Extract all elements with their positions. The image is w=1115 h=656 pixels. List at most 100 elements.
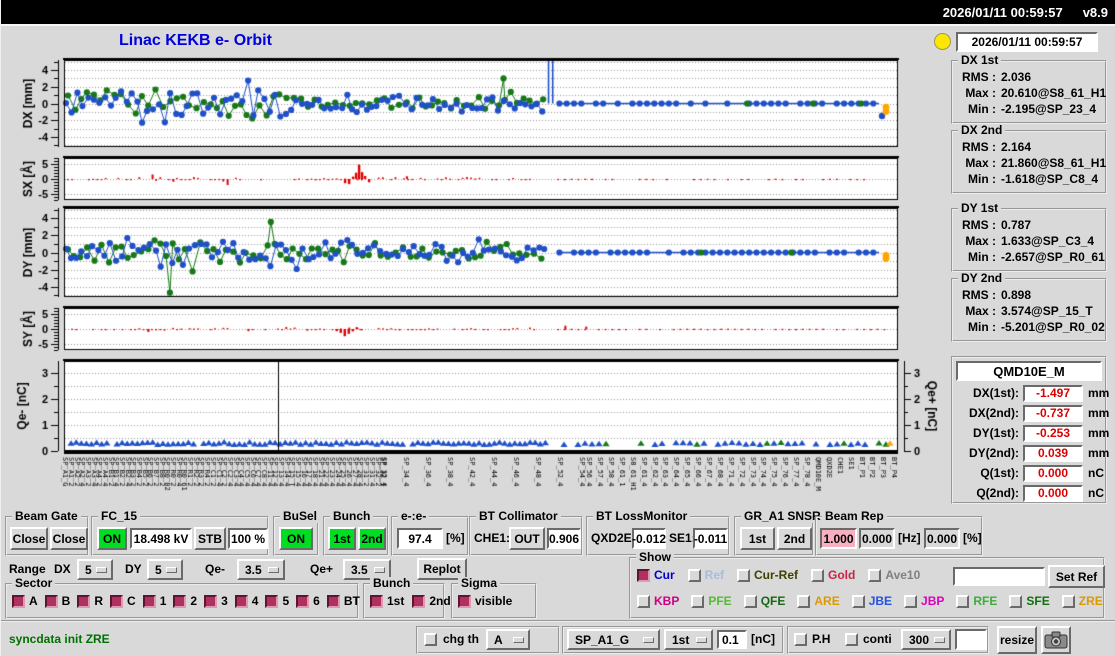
checkbox-label: C [127,594,136,608]
checkbox-6[interactable] [296,594,310,608]
checkbox-visible[interactable] [458,594,471,608]
threshold-entry[interactable] [717,630,747,649]
range-qem-menu[interactable]: 3.5 [237,559,285,580]
checkbox-item-ref: Ref [687,568,724,582]
chg-th-checkbox[interactable] [424,633,437,646]
monitor-row-unit: mm [1088,426,1110,440]
checkbox-bt[interactable] [326,594,340,608]
page-title: Linac KEKB e- Orbit [119,32,272,49]
checkbox-ref[interactable] [687,568,701,582]
replot-button[interactable]: Replot [417,558,467,580]
range-dy-label: DY [125,562,142,576]
monitor-row: Q(1st): 0.000 nC [953,463,1105,483]
blank-entry[interactable] [955,629,987,650]
checkbox-item-cur: Cur [637,568,675,582]
checkbox-zre[interactable] [1061,594,1075,608]
sector-select-menu[interactable]: A [486,629,530,650]
checkbox-label: 5 [282,594,290,608]
checkbox-1st[interactable] [370,594,383,608]
status-bar: syncdata init ZRE chg th A SP_A1_G 1st [… [1,620,1115,656]
gr-snsr-1st-button[interactable]: 1st [740,527,775,550]
stat-row: Max : 21.860@S8_61_H1 [953,155,1106,171]
checkbox-c[interactable] [110,594,124,608]
stat-label: Max : [965,86,996,100]
checkbox-2[interactable] [173,594,187,608]
status-message: syncdata init ZRE [9,632,110,646]
checkbox-ave10[interactable] [868,568,882,582]
monitor-row-label: DX(2nd): [969,406,1019,420]
monitor-row-unit: mm [1088,406,1110,420]
ee-ratio-frame: e-:e- 97.4 [%] [391,510,469,556]
menu-indicator [513,636,524,643]
monitor-row-value: -0.737 [1023,404,1083,422]
monitor-row: DX(2nd): -0.737 mm [953,403,1109,423]
menu-indicator [696,636,707,643]
checkbox-4[interactable] [234,594,248,608]
checkbox-are[interactable] [797,594,811,608]
ph-checkbox[interactable] [794,633,807,646]
che1-out-button[interactable]: OUT [509,527,545,550]
checkbox-a[interactable] [12,594,25,608]
checkbox-1[interactable] [142,594,156,608]
stat-label: Min : [968,250,996,264]
checkbox-jbe[interactable] [851,594,865,608]
bunch-2nd-button[interactable]: 2nd [358,527,386,550]
ee-ratio-unit: [%] [446,531,465,545]
stat-value: 0.898 [1001,288,1032,302]
checkbox-b[interactable] [44,594,58,608]
stat-value: 3.574@SP_15_T [1001,304,1093,318]
set-ref-button[interactable]: Set Ref [1048,565,1105,588]
menu-indicator [374,566,385,573]
checkbox-label: 2nd [429,594,451,608]
checkbox-label: QFE [760,594,786,608]
monitor-row: Q(2nd): 0.000 nC [953,483,1105,503]
bpm-name-display: QMD10E_M [956,361,1102,381]
checkbox-label: 1st [387,594,405,608]
bpm-select-menu[interactable]: SP_A1_G [567,629,660,650]
stat-value: 1.633@SP_C3_4 [1001,234,1095,248]
range-qep-menu[interactable]: 3.5 [343,559,391,580]
set-ref-entry[interactable] [953,567,1045,586]
bunch-1st-button[interactable]: 1st [328,527,356,550]
checkbox-sfe[interactable] [1009,594,1023,608]
checkbox-2nd[interactable] [412,594,426,608]
bunch-select-menu[interactable]: 1st [664,629,713,650]
fc15-on-button[interactable]: ON [97,527,127,550]
checkbox-r[interactable] [77,594,91,608]
checkbox-5[interactable] [265,594,279,608]
monitor-row-value: 0.000 [1023,484,1083,502]
checkbox-cur[interactable] [637,568,650,582]
range-dy-menu[interactable]: 5 [147,559,183,580]
checkbox-kbp[interactable] [637,594,650,608]
checkbox-rfe[interactable] [956,594,970,608]
checkbox-label: 3 [221,594,228,608]
beam-gate-close-button-2[interactable]: Close [50,527,88,550]
checkbox-label: Gold [828,568,856,582]
checkbox-item-a: A [12,594,38,608]
checkbox-label: 4 [251,594,259,608]
fc15-stb-button[interactable]: STB [194,527,226,550]
checkbox-gold[interactable] [811,568,825,582]
busel-on-button[interactable]: ON [279,527,313,550]
checkbox-qfe[interactable] [743,594,757,608]
stat-label: Min : [968,320,996,334]
points-menu[interactable]: 300 [901,629,951,650]
resize-button[interactable]: resize [997,626,1037,654]
monitor-row-label: Q(2nd): [976,486,1019,500]
range-label: Range [9,562,46,576]
range-dx-menu[interactable]: 5 [77,559,113,580]
checkbox-cur-ref[interactable] [737,568,751,582]
gr-snsr-2nd-button[interactable]: 2nd [777,527,812,550]
checkbox-jbp[interactable] [904,594,918,608]
checkbox-3[interactable] [204,594,218,608]
checkbox-item-visible: visible [458,594,512,608]
conti-checkbox[interactable] [845,633,858,646]
beam-rep-hz-unit: [Hz] [898,531,921,545]
monitor-row-unit: nC [1088,486,1104,500]
range-qem-label: Qe- [205,562,226,576]
beam-gate-close-button-1[interactable]: Close [10,527,48,550]
screenshot-button[interactable] [1041,626,1071,654]
checkbox-pfe[interactable] [691,594,705,608]
checkbox-item-rfe: RFE [956,594,997,608]
